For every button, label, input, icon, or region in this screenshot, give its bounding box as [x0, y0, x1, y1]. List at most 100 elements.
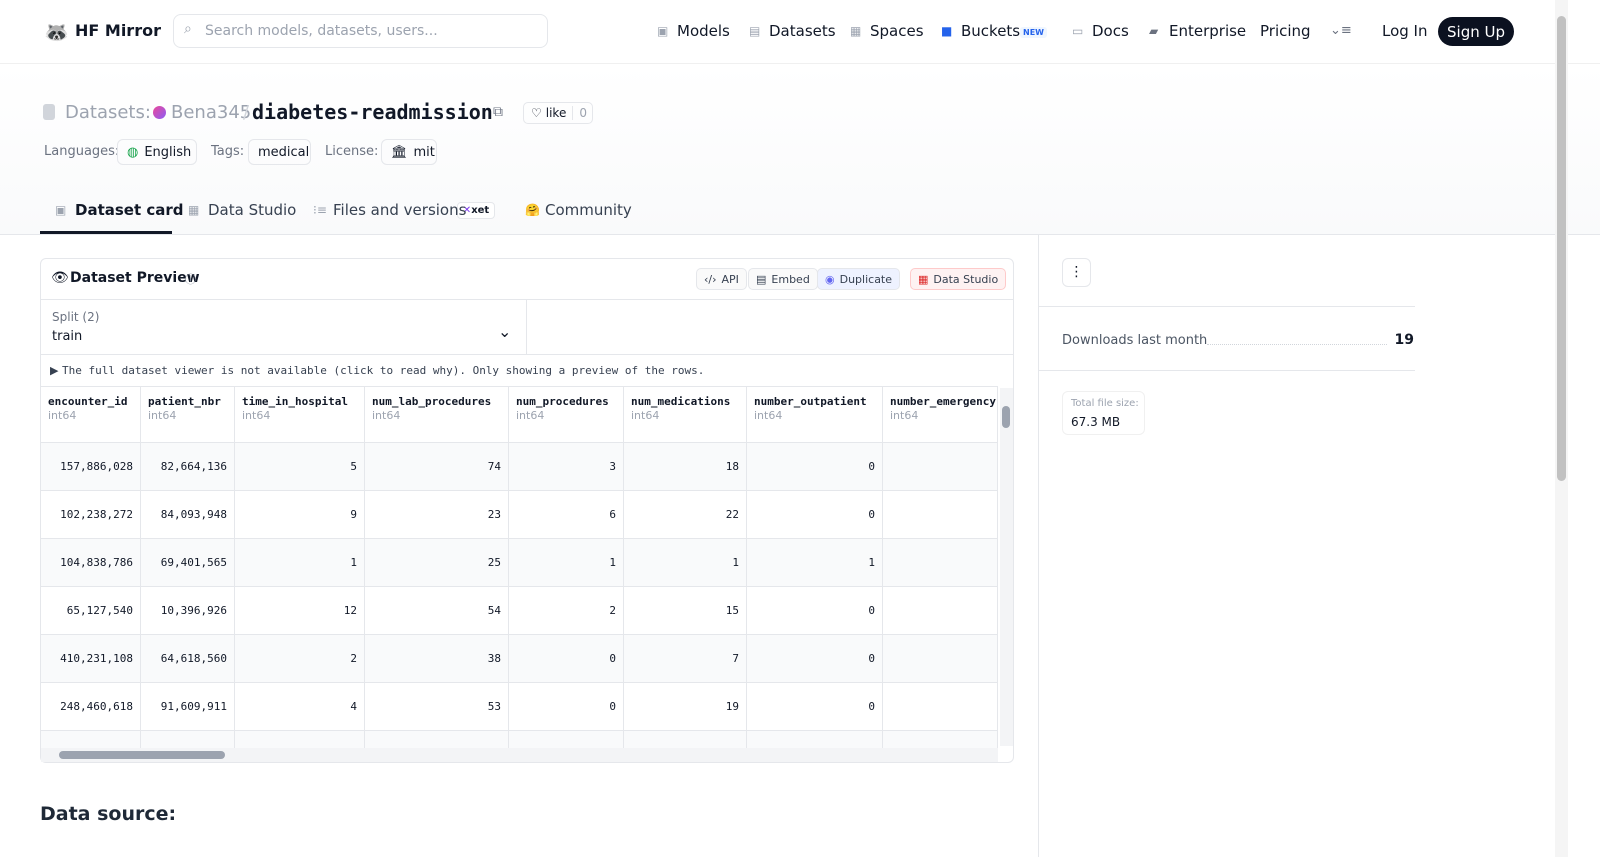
column-header[interactable]: num_procedures int64 [509, 387, 624, 443]
nav-link[interactable]: Buckets [961, 22, 1021, 40]
nav-link[interactable]: Datasets [769, 22, 836, 40]
column-header[interactable]: number_emergency int64 [883, 387, 998, 443]
table-cell: 54 [365, 587, 509, 635]
h-scrollbar[interactable] [41, 748, 998, 762]
active-tab-underline [40, 231, 172, 234]
info-icon[interactable]: ⓘ [185, 273, 196, 286]
table-cell: 410,231,108 [41, 635, 141, 683]
table-cell: 65,127,540 [41, 587, 141, 635]
copy-icon[interactable]: ⧉ [493, 104, 503, 120]
table-cell: 12 [235, 587, 365, 635]
like-button[interactable]: ♡ like 0 [523, 102, 593, 124]
menu-icon[interactable]: ⌄≡ [1330, 23, 1352, 38]
column-header[interactable]: num_lab_procedures int64 [365, 387, 509, 443]
globe-icon: ◍ [127, 144, 139, 160]
column-header[interactable]: number_outpatient int64 [747, 387, 883, 443]
language-tag[interactable]: ◍ English [117, 139, 197, 165]
nav-link[interactable]: Docs [1092, 22, 1129, 40]
section-heading: Data source: [40, 803, 177, 825]
table-cell: 102,238,272 [41, 491, 141, 539]
nav-link[interactable]: Enterprise [1169, 22, 1247, 40]
column-header[interactable]: patient_nbr int64 [141, 387, 235, 443]
table-cell: 22 [624, 491, 747, 539]
button-icon: ▦ [918, 272, 929, 286]
split-chevron[interactable]: ⌄ [498, 322, 512, 341]
table-cell: 64,618,560 [141, 635, 235, 683]
tab[interactable]: Files and versions [333, 201, 467, 219]
tab[interactable]: Data Studio [208, 201, 297, 219]
kind[interactable]: Datasets: [65, 102, 151, 123]
table-cell: 3 [509, 443, 624, 491]
table-cell: 0 [747, 443, 883, 491]
table-cell: 0 [747, 491, 883, 539]
table-cell: 0 [509, 635, 624, 683]
downloads-count: 19 [1394, 332, 1414, 348]
nav-link[interactable]: Spaces [870, 22, 924, 40]
page-scrollbar[interactable] [1555, 0, 1568, 857]
column-header[interactable]: encounter_id int64 [41, 387, 141, 443]
dataset-icon [43, 104, 55, 120]
tab-icon: ▦ [188, 203, 200, 217]
signup[interactable]: Sign Up [1438, 17, 1514, 46]
preview-button[interactable]: ◉ Duplicate [817, 268, 901, 290]
table-cell: 19 [624, 683, 747, 731]
tab[interactable]: Community [545, 201, 632, 219]
table-cell [365, 731, 509, 749]
eye-icon: 👁 [51, 270, 69, 286]
v-scrollbar[interactable] [1000, 388, 1013, 746]
more-button[interactable]: ⋮ [1062, 258, 1091, 287]
notice[interactable]: ▶ The full dataset viewer is not availab… [50, 364, 705, 377]
tab-icon: ▣ [55, 203, 67, 217]
table-cell: 2 [235, 635, 365, 683]
license-tag[interactable]: 🏛 mit [381, 139, 437, 165]
split-value[interactable]: train [52, 329, 83, 344]
column-header[interactable]: num_medications int64 [624, 387, 747, 443]
column-header[interactable]: time_in_hospital int64 [235, 387, 365, 443]
size-label: Total file size: [1071, 398, 1139, 409]
divider [526, 299, 527, 354]
dataset-name[interactable]: diabetes-readmission [252, 100, 493, 124]
table-cell [235, 731, 365, 749]
table-cell: 18 [624, 443, 747, 491]
column-type: int64 [148, 409, 177, 422]
tag-text: medical [258, 144, 310, 160]
tab[interactable]: Dataset card [75, 201, 184, 219]
preview-button[interactable]: ‹/› API [696, 268, 747, 290]
preview-button[interactable]: ▤ Embed [748, 268, 818, 290]
table-cell: 4 [235, 683, 365, 731]
search-box[interactable]: ⌕ Search models, datasets, users... [173, 14, 548, 48]
table-cell [747, 731, 883, 749]
table-cell: 0 [509, 683, 624, 731]
nav-link[interactable]: Models [677, 22, 730, 40]
owner[interactable]: Bena345 [171, 102, 252, 123]
column-name: patient_nbr [148, 395, 221, 408]
license-icon: 🏛 [391, 144, 408, 160]
brand[interactable]: HF Mirror [75, 21, 161, 40]
button-icon: ▤ [756, 272, 767, 286]
nav-icon: ■ [941, 24, 953, 38]
column-type: int64 [516, 409, 545, 422]
divider [1039, 306, 1415, 307]
table-cell [141, 731, 235, 749]
column-type: int64 [754, 409, 783, 422]
table-cell: 9 [235, 491, 365, 539]
preview-button[interactable]: ▦ Data Studio [910, 268, 1007, 290]
nav-link[interactable]: Pricing [1260, 22, 1311, 40]
tag[interactable]: medical [248, 139, 311, 165]
column-name: number_outpatient [754, 395, 867, 408]
table-cell: 23 [365, 491, 509, 539]
login[interactable]: Log In [1382, 22, 1428, 40]
search-placeholder: Search models, datasets, users... [205, 23, 438, 39]
like-label: like [545, 106, 567, 120]
button-label: Duplicate [839, 272, 893, 286]
new-badge: NEW [1020, 27, 1047, 38]
table-cell [883, 731, 998, 749]
table-cell: 53 [365, 683, 509, 731]
divider [1039, 370, 1415, 371]
table-cell [883, 539, 998, 587]
license-label: License: [325, 144, 379, 159]
like-count: 0 [572, 106, 593, 120]
tags-label: Tags: [211, 144, 245, 159]
nav-icon: ▣ [657, 24, 669, 38]
table-cell: 157,886,028 [41, 443, 141, 491]
